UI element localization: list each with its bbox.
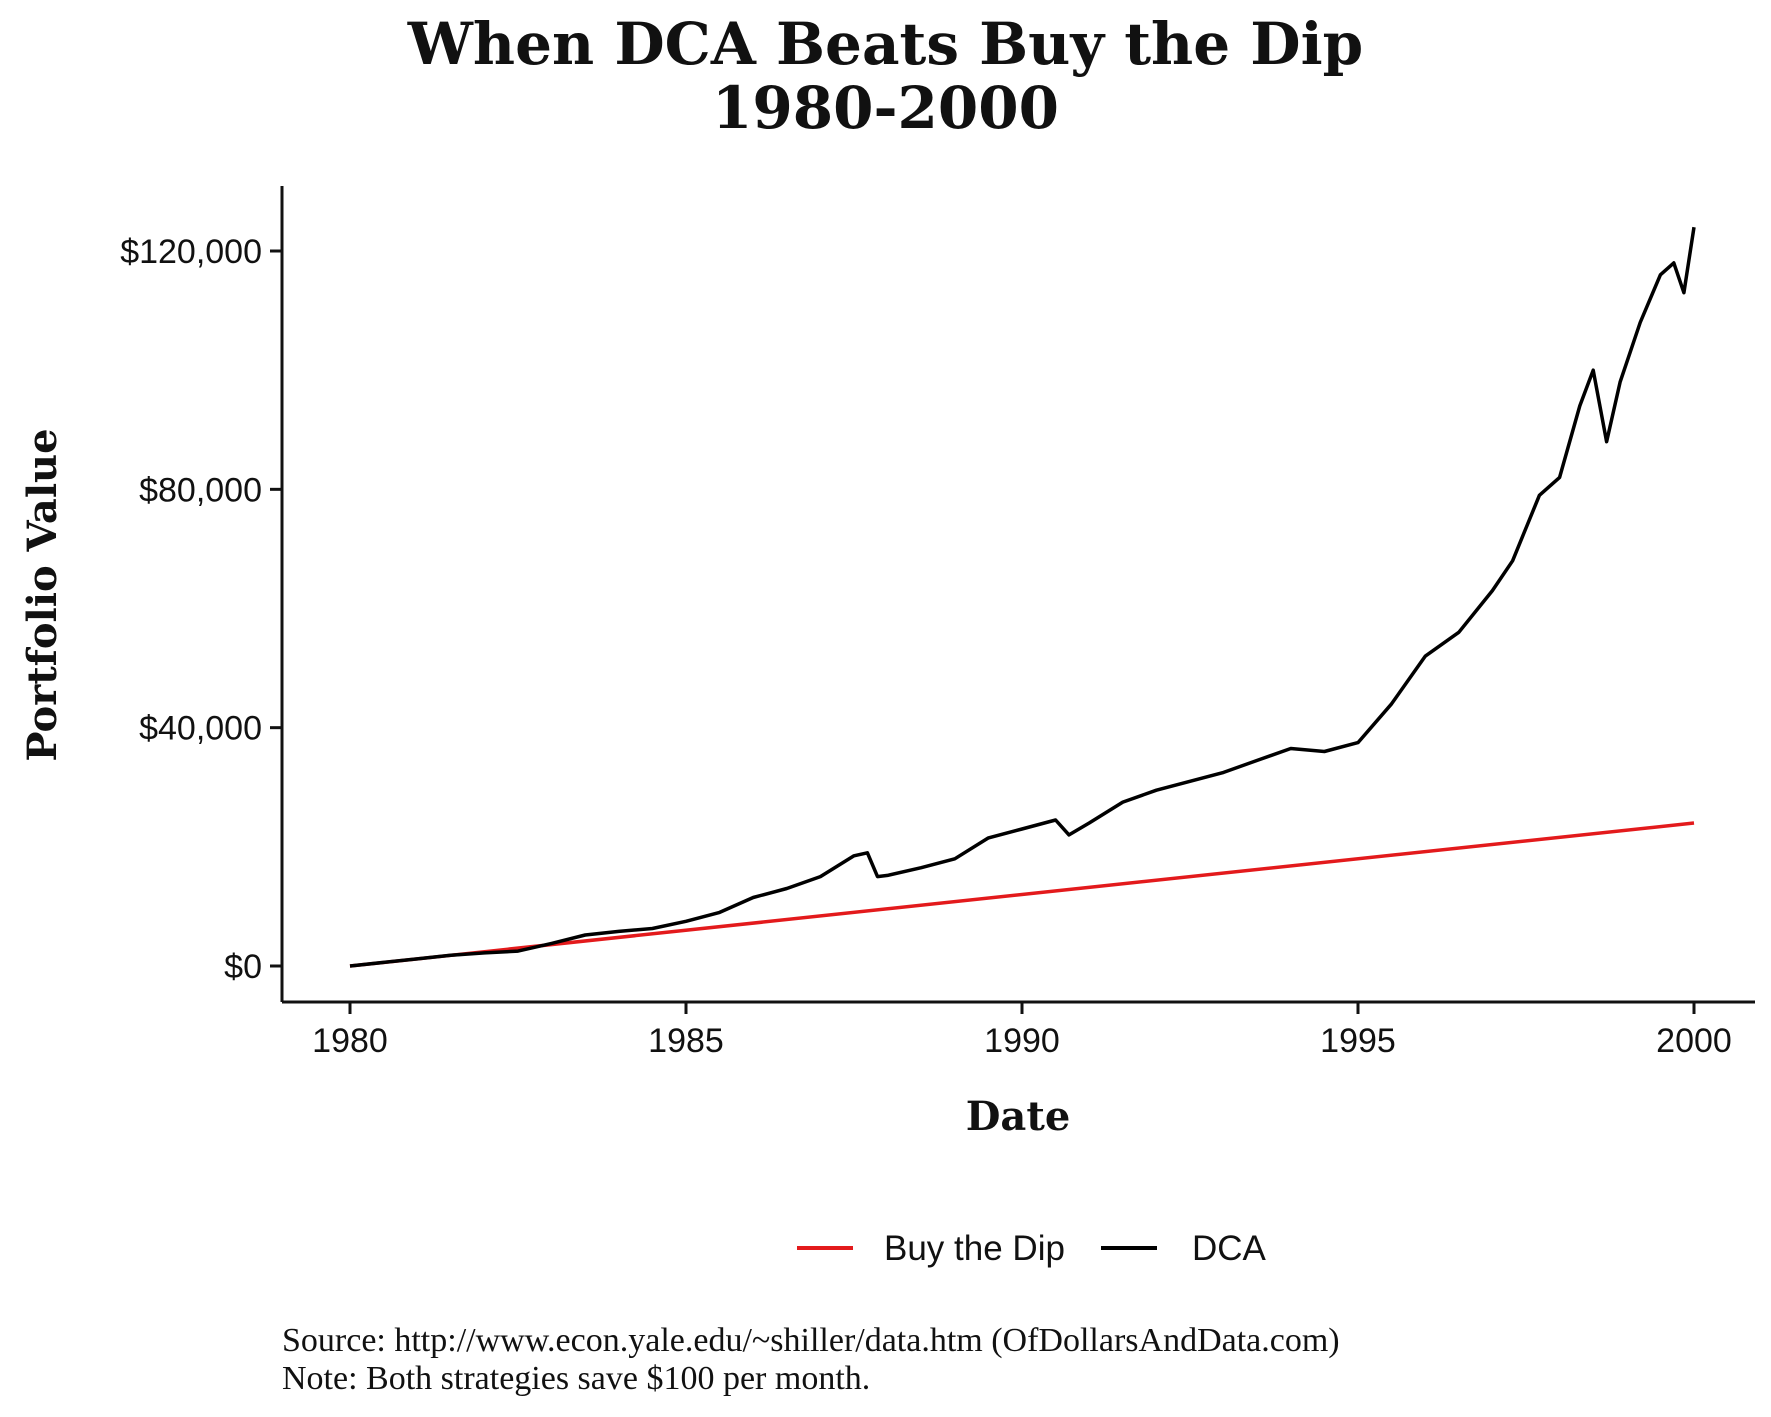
- x-axis-title: Date: [966, 1093, 1071, 1140]
- x-tick-label: 1980: [312, 1022, 388, 1060]
- caption: Source: http://www.econ.yale.edu/~shille…: [282, 1322, 1340, 1398]
- series-line-buy-the-dip: [349, 821, 1695, 968]
- x-tick-label: 2000: [1656, 1022, 1732, 1060]
- source-text: Source: http://www.econ.yale.edu/~shille…: [282, 1322, 1340, 1359]
- y-tick-label: $40,000: [139, 710, 262, 748]
- y-axis-title: Portfolio Value: [19, 428, 66, 761]
- x-tick-label: 1995: [1320, 1022, 1396, 1060]
- chart-title: When DCA Beats Buy the Dip 1980-2000: [0, 12, 1771, 140]
- chart-subtitle: 1980-2000: [712, 74, 1059, 142]
- series-layer: [349, 226, 1696, 968]
- y-tick-label: $0: [224, 948, 262, 986]
- x-tick-label: 1990: [984, 1022, 1060, 1060]
- legend-label-dca: DCA: [1192, 1229, 1267, 1268]
- y-tick-label: $80,000: [139, 471, 262, 509]
- series-line-dca: [349, 226, 1696, 968]
- legend-label-buy-the-dip: Buy the Dip: [884, 1229, 1065, 1268]
- legend: Buy the Dip DCA: [797, 1229, 1267, 1268]
- x-tick-label: 1985: [648, 1022, 724, 1060]
- y-tick-label: $120,000: [120, 233, 262, 271]
- chart-title-line1: When DCA Beats Buy the Dip: [407, 10, 1364, 78]
- axes: 1980 1985 1990 1995 2000 $0 $40,000 $80,000 $120…: [19, 186, 1755, 1140]
- note-text: Note: Both strategies save $100 per mont…: [282, 1360, 871, 1397]
